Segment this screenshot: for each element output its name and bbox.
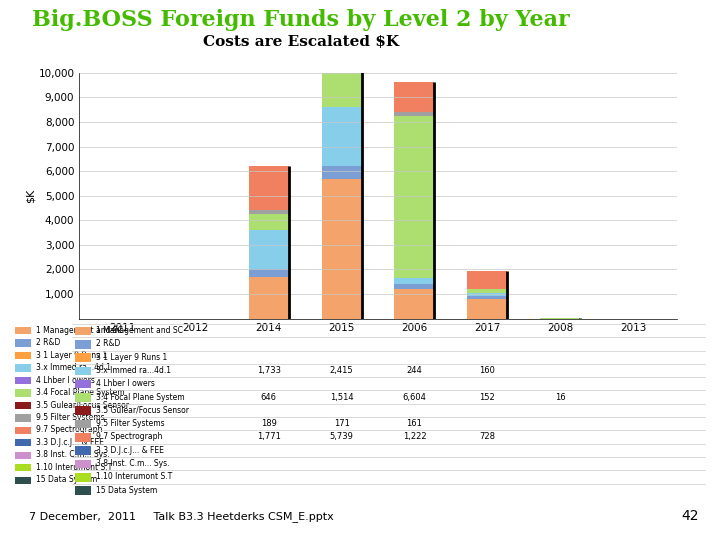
Text: 9.7 Spectrograph: 9.7 Spectrograph [96,433,163,442]
Bar [16,364,30,372]
Text: 1.10 lnterumont S.T: 1.10 lnterumont S.T [36,463,112,472]
Text: 7 December,  2011     Talk B3.3 Heetderks CSM_E.pptx: 7 December, 2011 Talk B3.3 Heetderks CSM… [29,511,333,522]
Bar [248,214,289,230]
Bar [467,293,508,296]
Bar [395,284,434,289]
Bar [16,414,30,422]
Bar [16,439,30,447]
Text: 3 1 Layer 9 Runs 1: 3 1 Layer 9 Runs 1 [36,350,107,360]
Bar [16,340,30,347]
Text: 1,514: 1,514 [330,393,354,402]
Text: 1,771: 1,771 [257,433,281,442]
Text: 4 Lhber I owers: 4 Lhber I owers [96,379,155,388]
Bar [395,116,434,278]
Text: 3.3 D.J.c.J... & FEE: 3.3 D.J.c.J... & FEE [96,446,164,455]
Bar [395,112,434,116]
Text: 3.8 lnst. C.m... Sys.: 3.8 lnst. C.m... Sys. [96,459,170,468]
Text: 4 Lhber I owers: 4 Lhber I owers [36,376,95,384]
Bar [16,451,30,459]
Text: 244: 244 [407,366,423,375]
Bar [75,433,91,442]
Bar [248,210,289,214]
Text: 1.10 lnterumont S.T: 1.10 lnterumont S.T [96,472,172,481]
Bar [75,367,91,375]
Text: 160: 160 [480,366,495,375]
Text: 6,604: 6,604 [402,393,426,402]
Bar [248,277,289,319]
Text: 2,415: 2,415 [330,366,354,375]
Text: 3.x Immed ra...4d.1: 3.x Immed ra...4d.1 [36,363,111,372]
Bar [75,327,91,335]
Bar [16,327,30,334]
Bar [16,476,30,484]
Text: 152: 152 [480,393,495,402]
Text: 15 Data System: 15 Data System [36,475,97,484]
Bar [248,166,289,210]
Bar [75,353,91,362]
Text: 3.4 Focal Plane System: 3.4 Focal Plane System [96,393,185,402]
Text: 3.4 Focal Plane System: 3.4 Focal Plane System [36,388,125,397]
Text: 3.x Immed ra...4d.1: 3.x Immed ra...4d.1 [96,366,171,375]
Text: 3 1 Layer 9 Runs 1: 3 1 Layer 9 Runs 1 [96,353,167,362]
Text: 3.5 Gulear/Focus Sensor: 3.5 Gulear/Focus Sensor [96,406,189,415]
Bar [322,0,361,65]
Text: 161: 161 [407,419,423,428]
Bar [75,407,91,415]
Text: 3.3 D.J.c.J... & FEE: 3.3 D.J.c.J... & FEE [36,438,104,447]
Text: 2 R&D: 2 R&D [36,338,60,347]
Bar [16,352,30,359]
Bar [322,166,361,179]
Bar [75,380,91,388]
Bar [467,289,508,293]
Bar [16,427,30,434]
Y-axis label: $K: $K [26,188,35,203]
Bar [248,230,289,269]
Bar [467,296,508,299]
Bar [467,271,508,289]
Bar [75,460,91,468]
Bar [395,82,434,112]
Bar [16,377,30,384]
Bar [75,473,91,482]
Text: 171: 171 [333,419,349,428]
Bar [322,107,361,166]
Bar [322,179,361,319]
Bar [322,65,361,70]
Text: 1 Management and SC: 1 Management and SC [36,326,123,335]
Text: 9.5 Filter Systems: 9.5 Filter Systems [36,413,104,422]
Text: 42: 42 [681,509,698,523]
Bar [395,278,434,284]
Bar [75,340,91,349]
Text: 3.8 lnst. C.m... Sys.: 3.8 lnst. C.m... Sys. [36,450,109,460]
Text: 1 Management and SC: 1 Management and SC [96,326,183,335]
Bar [75,486,91,495]
Bar [16,402,30,409]
Text: 9.5 Filter Systems: 9.5 Filter Systems [96,419,165,428]
Text: 646: 646 [261,393,276,402]
Text: 189: 189 [261,419,276,428]
Bar [75,420,91,428]
Text: Big.BOSS Foreign Funds by Level 2 by Year: Big.BOSS Foreign Funds by Level 2 by Yea… [32,9,570,30]
Text: 2 R&D: 2 R&D [96,340,120,348]
Bar [16,389,30,396]
Bar [248,269,289,277]
Bar [16,464,30,471]
Text: 1,733: 1,733 [257,366,281,375]
Bar [322,70,361,107]
Text: 9.7 Spectrograph: 9.7 Spectrograph [36,426,102,434]
Text: 1,222: 1,222 [402,433,426,442]
Bar [75,446,91,455]
Text: Big.BOSS: Big.BOSS [646,10,690,19]
Text: 15 Data System: 15 Data System [96,485,158,495]
Text: 16: 16 [555,393,565,402]
Bar [467,299,508,319]
Text: Costs are Escalated $K: Costs are Escalated $K [202,35,399,49]
Text: 3.5 Gulear/Focus Sensor: 3.5 Gulear/Focus Sensor [36,401,129,409]
Text: 5,739: 5,739 [330,433,354,442]
Bar [75,393,91,402]
Text: 728: 728 [480,433,495,442]
Bar [395,289,434,319]
